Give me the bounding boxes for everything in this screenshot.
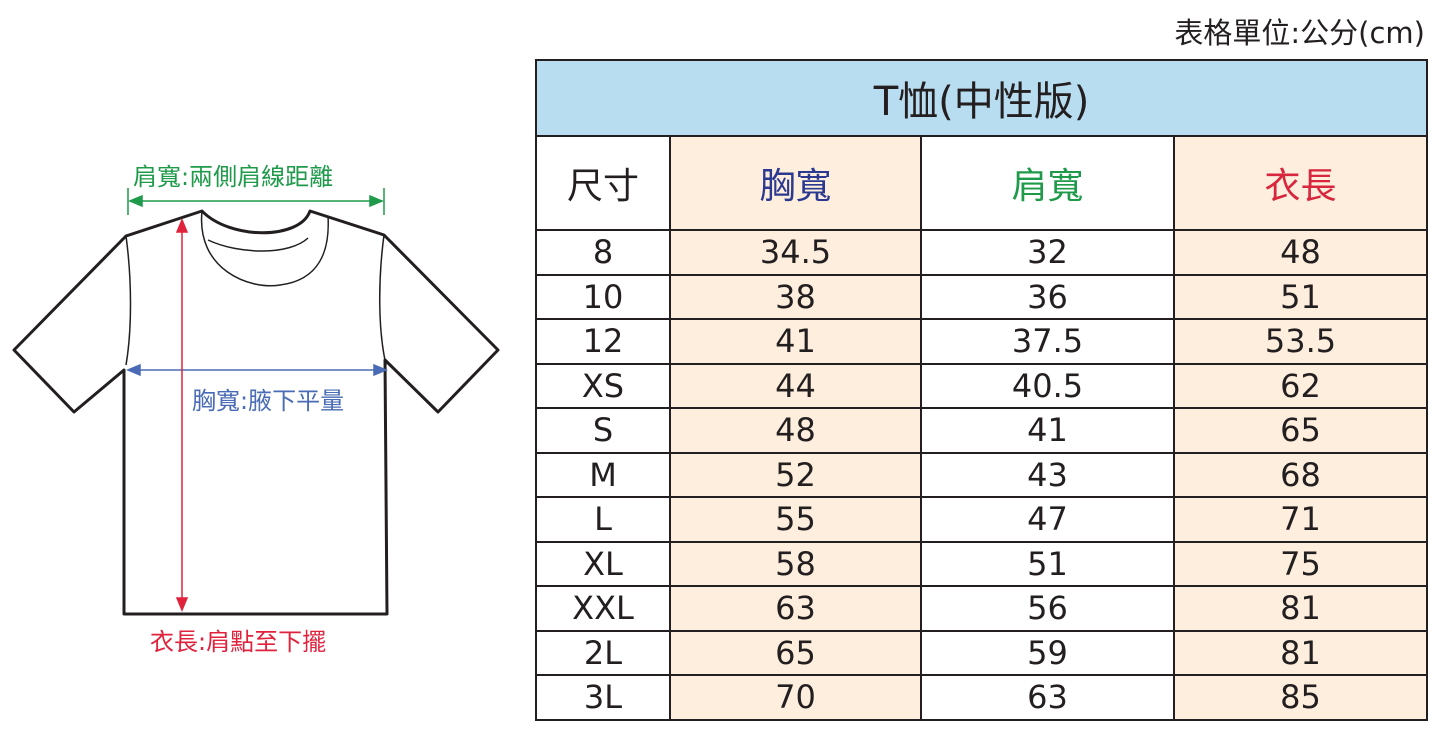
size-cell: 10 [535,273,671,320]
size-cell: L [535,496,671,543]
table-row: M 52 43 68 [535,451,1429,498]
shoulder-cell: 41 [920,407,1175,454]
table-row: L 55 47 71 [535,496,1429,543]
table-row: 10 38 36 51 [535,273,1429,320]
length-cell: 48 [1172,229,1429,276]
size-cell: XS [535,362,671,409]
length-cell: 51 [1172,273,1429,320]
length-cell: 62 [1172,362,1429,409]
table-row: XXL 63 56 81 [535,585,1429,632]
size-cell: XL [535,540,671,587]
chest-cell: 63 [669,585,922,632]
shoulder-cell: 37.5 [920,318,1175,365]
shoulder-arrow [127,188,385,215]
length-cell: 85 [1172,674,1429,721]
chest-cell: 41 [669,318,922,365]
table-row: 12 41 37.5 53.5 [535,318,1429,365]
size-cell: M [535,451,671,498]
size-cell: XXL [535,585,671,632]
shoulder-label: 肩寬:兩側肩線距離 [133,163,334,191]
table-title: T恤(中性版) [534,59,1429,137]
chest-arrow [126,363,388,377]
header-length: 衣長 [1172,135,1429,231]
shoulder-cell: 47 [920,496,1175,543]
length-cell: 81 [1172,585,1429,632]
size-cell: 3L [535,674,671,721]
shoulder-cell: 36 [920,273,1175,320]
shoulder-cell: 63 [920,674,1175,721]
length-cell: 81 [1172,629,1429,676]
length-cell: 53.5 [1172,318,1429,365]
shoulder-cell: 43 [920,451,1175,498]
table-row: XS 44 40.5 62 [535,362,1429,409]
chest-cell: 58 [669,540,922,587]
size-table: T恤(中性版) 尺寸 胸寬 肩寬 衣長 8 34.5 32 48 10 38 36 51 12 4… [534,59,1429,721]
chest-label: 胸寬:腋下平量 [192,387,345,415]
shoulder-cell: 51 [920,540,1175,587]
size-cell: 12 [535,318,671,365]
chest-cell: 38 [669,273,922,320]
chest-cell: 55 [669,496,922,543]
table-row: S 48 41 65 [535,407,1429,454]
chest-cell: 44 [669,362,922,409]
tshirt-outline-icon [12,188,500,616]
length-arrow [175,218,189,612]
size-cell: 2L [535,629,671,676]
unit-note: 表格單位:公分(cm) [1174,16,1425,50]
length-cell: 71 [1172,496,1429,543]
length-label: 衣長:肩點至下擺 [150,628,327,656]
shoulder-cell: 59 [920,629,1175,676]
length-cell: 68 [1172,451,1429,498]
header-shoulder: 肩寬 [920,135,1175,231]
chest-cell: 34.5 [669,229,922,276]
chest-cell: 52 [669,451,922,498]
size-cell: S [535,407,671,454]
table-row: 2L 65 59 81 [535,629,1429,676]
table-row: 8 34.5 32 48 [535,229,1429,276]
length-cell: 65 [1172,407,1429,454]
header-size: 尺寸 [535,135,671,231]
table-row: XL 58 51 75 [535,540,1429,587]
tshirt-diagram: 肩寬:兩側肩線距離 胸寬:腋下平量 衣長:肩點至下擺 [0,0,520,729]
header-chest: 胸寬 [669,135,922,231]
shoulder-cell: 32 [920,229,1175,276]
size-cell: 8 [535,229,671,276]
shoulder-cell: 56 [920,585,1175,632]
table-row: 3L 70 63 85 [535,674,1429,721]
shoulder-cell: 40.5 [920,362,1175,409]
chest-cell: 65 [669,629,922,676]
length-cell: 75 [1172,540,1429,587]
chest-cell: 70 [669,674,922,721]
chest-cell: 48 [669,407,922,454]
